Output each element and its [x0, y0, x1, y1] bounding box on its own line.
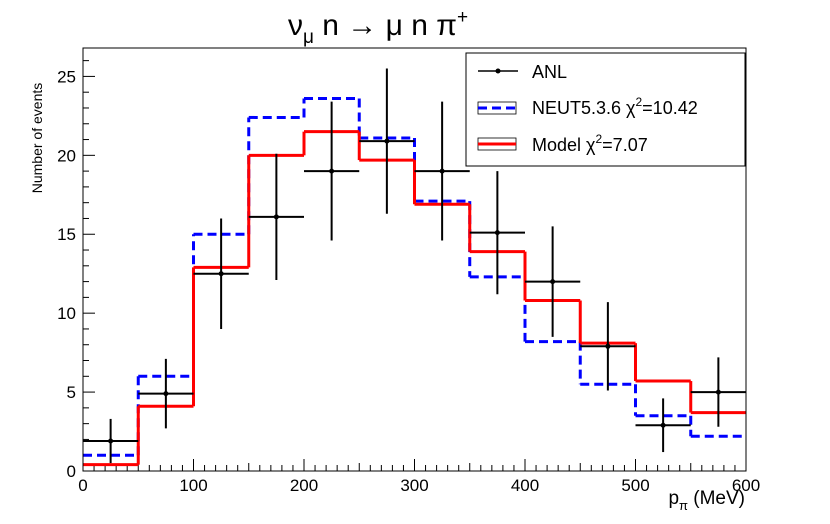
y-tick-label: 25: [57, 67, 76, 86]
plot-frame: [82, 47, 747, 472]
x-tick-label: 0: [78, 476, 87, 495]
x-tick-label: 100: [179, 476, 207, 495]
data-point: [273, 214, 279, 220]
legend-model-label: Model χ2=7.07: [532, 132, 648, 155]
data-point: [494, 230, 500, 236]
data-point: [218, 271, 224, 277]
x-axis-label-p: p: [668, 488, 679, 509]
legend: ANL NEUT5.3.6 χ2=10.42 Model χ2=7.07: [465, 52, 746, 167]
y-tick-label: 5: [67, 383, 76, 402]
data-point: [439, 168, 445, 174]
chart-title: νμ n → μ n π+: [288, 7, 468, 48]
legend-neut-label-post: =10.42: [642, 98, 698, 118]
legend-model-label-post: =7.07: [602, 135, 648, 155]
y-tick-label: 15: [57, 225, 76, 244]
title-nu-sub: μ: [303, 27, 314, 48]
x-tick-label: 600: [732, 476, 760, 495]
x-tick-label: 400: [511, 476, 539, 495]
data-point: [108, 438, 114, 444]
x-axis-label-unit: (MeV): [688, 488, 745, 509]
x-axis-label-sub: π: [679, 498, 688, 513]
series-anl: [83, 68, 746, 464]
x-tick-label: 200: [290, 476, 318, 495]
data-points: [83, 68, 746, 464]
data-point: [715, 389, 721, 395]
legend-neut-label-sup: 2: [635, 95, 642, 109]
legend-anl-marker: [495, 68, 501, 74]
y-tick-label: 0: [67, 462, 76, 481]
series-model: [83, 130, 746, 467]
title-rest: n → μ n π: [314, 9, 457, 42]
data-point: [384, 138, 390, 144]
legend-anl-label: ANL: [532, 62, 567, 82]
legend-neut-label-pre: NEUT5.3.6 χ: [532, 98, 636, 118]
x-tick-label: 500: [621, 476, 649, 495]
y-tick-label: 20: [57, 146, 76, 165]
legend-model-label-sup: 2: [595, 132, 602, 146]
histograms: [83, 97, 746, 467]
legend-neut-label: NEUT5.3.6 χ2=10.42: [532, 95, 698, 118]
title-sup: +: [457, 7, 468, 28]
data-point: [550, 279, 556, 285]
data-point: [163, 391, 169, 397]
x-tick-label: 300: [400, 476, 428, 495]
x-axis-label: pπ (MeV): [668, 488, 745, 513]
data-point: [605, 343, 611, 349]
y-tick-label: 10: [57, 304, 76, 323]
data-point: [660, 422, 666, 428]
legend-model-label-pre: Model χ: [532, 135, 596, 155]
y-axis-label: Number of events: [29, 83, 45, 194]
data-point: [329, 168, 335, 174]
title-nu: ν: [288, 9, 303, 42]
